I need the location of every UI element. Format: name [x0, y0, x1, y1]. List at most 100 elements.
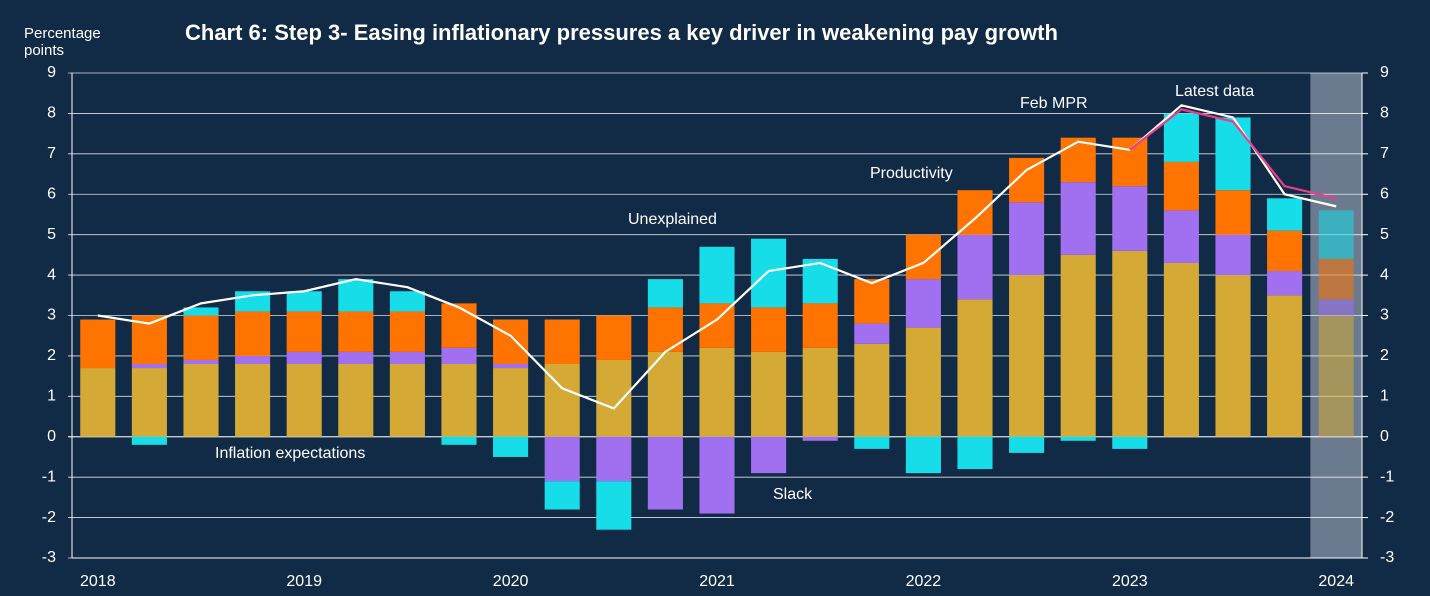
- bar-segment: [441, 436, 477, 445]
- bar-segment: [1267, 271, 1303, 296]
- bar-segment: [1060, 137, 1096, 183]
- bar-segment: [235, 311, 271, 356]
- bar-segment: [1112, 137, 1148, 187]
- bar-segment: [647, 279, 683, 308]
- bar-segment: [1163, 161, 1199, 211]
- y-tick-label: 2: [47, 347, 56, 364]
- bar-segment: [544, 436, 580, 482]
- bar-segment: [1009, 436, 1045, 453]
- bar-segment: [131, 364, 167, 369]
- y2-tick-label: 4: [1380, 266, 1389, 283]
- bar-segment: [802, 258, 838, 304]
- bar-segment: [596, 359, 632, 437]
- bar-segment: [854, 343, 890, 437]
- x-tick-label: 2019: [286, 573, 322, 590]
- bar-segment: [1163, 113, 1199, 162]
- bar-segment: [1318, 210, 1354, 259]
- x-tick-label: 2018: [80, 573, 116, 590]
- bar-segment: [183, 359, 219, 364]
- bar-segment: [1215, 234, 1251, 276]
- y-tick-label: -2: [42, 509, 56, 526]
- bar-segment: [957, 234, 993, 300]
- bar-segment: [1318, 258, 1354, 300]
- bar-segment: [1267, 198, 1303, 231]
- y-tick-label: 1: [47, 388, 56, 405]
- bar-segment: [1009, 275, 1045, 437]
- bar-segment: [544, 481, 580, 510]
- bar-segment: [1215, 275, 1251, 437]
- bar-segment: [1060, 436, 1096, 441]
- legend-label: Inflation expectations: [215, 445, 365, 462]
- y2-tick-label: -3: [1380, 549, 1394, 566]
- y2-tick-label: 8: [1380, 105, 1389, 122]
- bar-segment: [854, 436, 890, 449]
- bar-segment: [441, 347, 477, 364]
- bar-segment: [1267, 230, 1303, 272]
- bar-segment: [751, 307, 787, 352]
- y2-tick-label: 1: [1380, 388, 1389, 405]
- bar-segment: [596, 315, 632, 360]
- bar-segment: [699, 246, 735, 304]
- y-tick-label: -1: [42, 468, 56, 485]
- bar-segment: [338, 311, 374, 352]
- x-tick-label: 2022: [906, 573, 942, 590]
- bar-segment: [905, 234, 941, 280]
- bar-segment: [596, 436, 632, 482]
- bar-segment: [80, 368, 116, 437]
- bar-segment: [441, 364, 477, 437]
- bar-segment: [286, 351, 322, 364]
- y-tick-label: 4: [47, 266, 56, 283]
- bar-segment: [1112, 186, 1148, 251]
- bar-segment: [1163, 262, 1199, 437]
- bar-segment: [1112, 250, 1148, 437]
- legend-label: Latest data: [1175, 83, 1254, 100]
- bar-segment: [235, 364, 271, 437]
- bar-segment: [544, 319, 580, 364]
- bar-segment: [235, 355, 271, 364]
- y-axis-label-line: Percentage: [24, 25, 101, 42]
- bar-segment: [905, 436, 941, 474]
- bar-segment: [183, 315, 219, 360]
- bar-segment: [389, 351, 425, 364]
- y2-tick-label: 2: [1380, 347, 1389, 364]
- y2-tick-label: 3: [1380, 307, 1389, 324]
- bar-segment: [699, 347, 735, 437]
- bar-segment: [1060, 182, 1096, 255]
- bar-segment: [854, 279, 890, 324]
- bar-segment: [493, 436, 529, 457]
- bar-segment: [286, 364, 322, 437]
- bar-segment: [1009, 202, 1045, 276]
- legend-label: Productivity: [870, 165, 953, 182]
- bar-segment: [905, 327, 941, 437]
- y2-tick-label: 6: [1380, 185, 1389, 202]
- x-tick-label: 2023: [1112, 573, 1148, 590]
- bar-segment: [286, 291, 322, 312]
- bar-segment: [647, 436, 683, 510]
- bar-segment: [802, 347, 838, 437]
- y-axis-label: Percentage points: [24, 25, 101, 59]
- y2-tick-label: -2: [1380, 509, 1394, 526]
- y2-tick-label: 9: [1380, 64, 1389, 81]
- chart-title: Chart 6: Step 3- Easing inflationary pre…: [185, 20, 1058, 45]
- bar-segment: [699, 436, 735, 514]
- bar-segment: [1112, 436, 1148, 449]
- bar-segment: [957, 299, 993, 437]
- bar-segment: [1215, 117, 1251, 191]
- y-axis-label-line: points: [24, 42, 64, 59]
- bar-segment: [1215, 190, 1251, 235]
- bar-segment: [1318, 315, 1354, 437]
- bar-segment: [854, 323, 890, 344]
- bar-segment: [338, 364, 374, 437]
- bar-segment: [1267, 295, 1303, 437]
- bar-segment: [183, 307, 219, 316]
- x-tick-label: 2021: [699, 573, 735, 590]
- bar-segment: [183, 364, 219, 437]
- legend-label: Unexplained: [628, 211, 717, 228]
- y2-tick-label: 0: [1380, 428, 1389, 445]
- y-tick-label: -3: [42, 549, 56, 566]
- bar-segment: [80, 319, 116, 369]
- legend-label: Slack: [773, 486, 813, 503]
- y-tick-label: 7: [47, 145, 56, 162]
